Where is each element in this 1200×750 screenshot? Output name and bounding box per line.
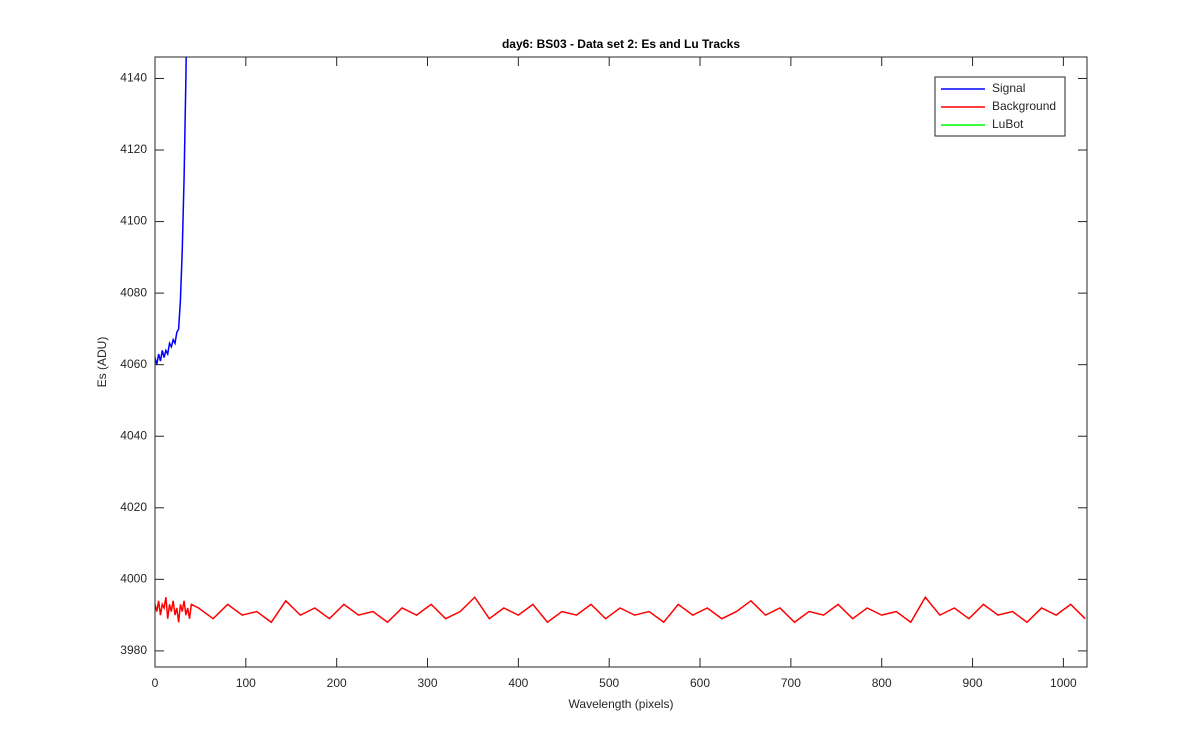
y-tick-label: 4000 xyxy=(120,572,147,586)
x-tick-label: 900 xyxy=(963,676,983,690)
x-tick-label: 100 xyxy=(236,676,256,690)
legend-label: LuBot xyxy=(992,117,1024,131)
y-tick-label: 4040 xyxy=(120,428,147,442)
x-tick-label: 500 xyxy=(599,676,619,690)
x-axis-label: Wavelength (pixels) xyxy=(569,697,674,711)
series-line xyxy=(155,595,1086,624)
legend-label: Background xyxy=(992,99,1056,113)
y-tick-label: 4060 xyxy=(120,357,147,371)
x-tick-label: 700 xyxy=(781,676,801,690)
y-tick-label: 3980 xyxy=(120,643,147,657)
x-tick-label: 1000 xyxy=(1050,676,1077,690)
series-line xyxy=(155,57,187,365)
y-tick-label: 4100 xyxy=(120,214,147,228)
x-tick-label: 600 xyxy=(690,676,710,690)
x-tick-label: 300 xyxy=(417,676,437,690)
plot-area xyxy=(155,57,1086,624)
y-tick-label: 4020 xyxy=(120,500,147,514)
chart-title: day6: BS03 - Data set 2: Es and Lu Track… xyxy=(502,37,740,51)
x-tick-label: 200 xyxy=(327,676,347,690)
x-tick-label: 0 xyxy=(152,676,159,690)
legend-label: Signal xyxy=(992,81,1025,95)
y-tick-label: 4080 xyxy=(120,285,147,299)
y-axis-label: Es (ADU) xyxy=(95,337,109,388)
y-tick-label: 4120 xyxy=(120,142,147,156)
axes-box xyxy=(154,56,1088,668)
x-tick-label: 400 xyxy=(508,676,528,690)
y-tick-label: 4140 xyxy=(120,71,147,85)
x-tick-label: 800 xyxy=(872,676,892,690)
